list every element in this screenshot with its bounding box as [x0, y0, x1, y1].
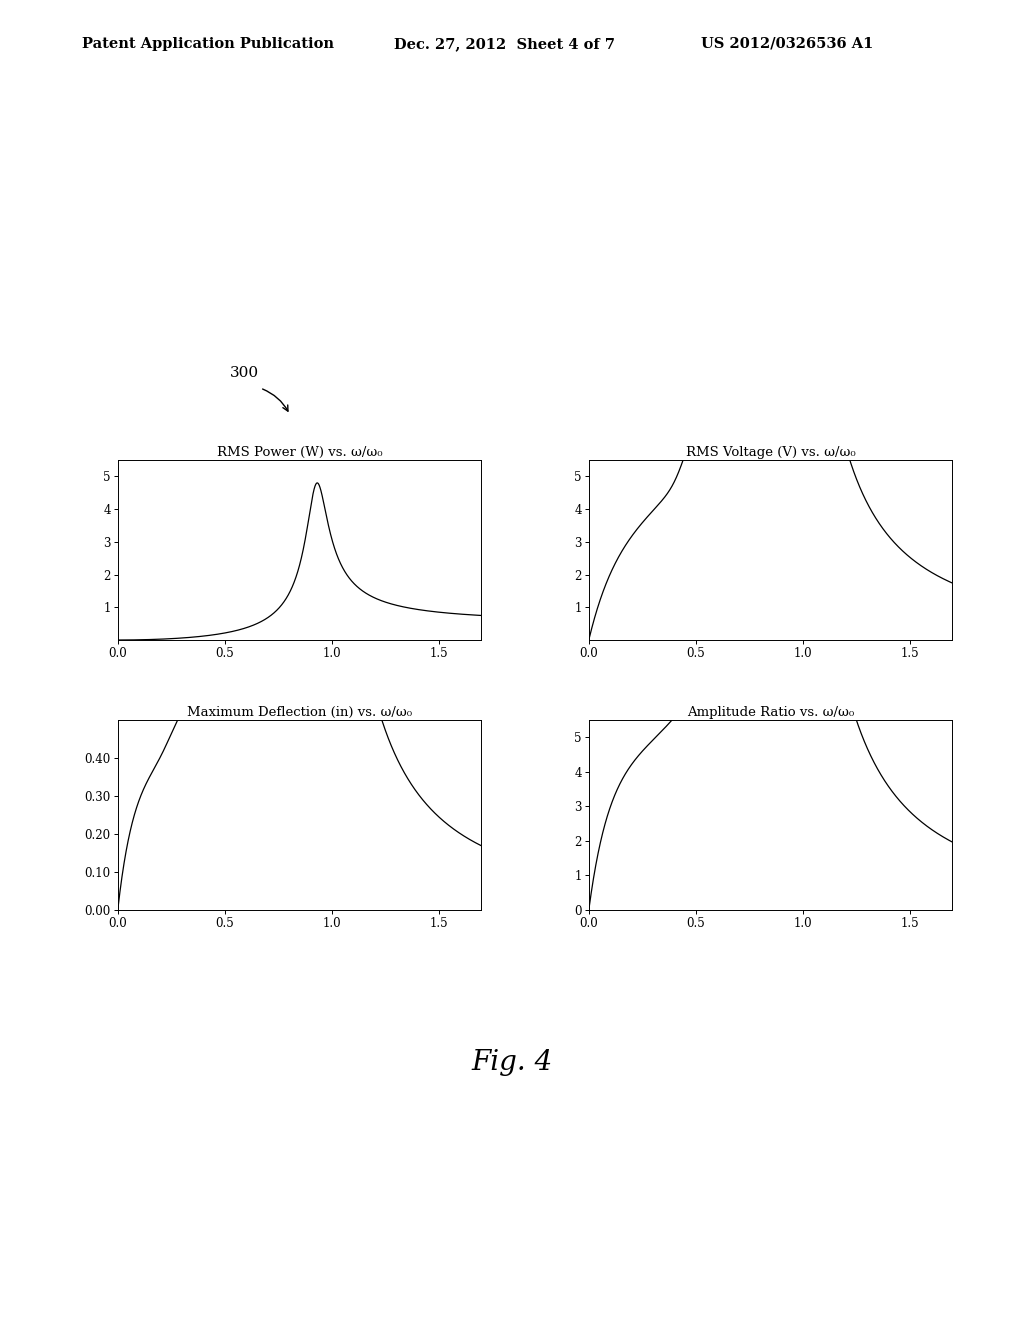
- Text: US 2012/0326536 A1: US 2012/0326536 A1: [701, 37, 873, 51]
- Title: Amplitude Ratio vs. ω/ω₀: Amplitude Ratio vs. ω/ω₀: [687, 706, 854, 719]
- Text: Fig. 4: Fig. 4: [471, 1049, 553, 1076]
- Text: Patent Application Publication: Patent Application Publication: [82, 37, 334, 51]
- Title: RMS Power (W) vs. ω/ω₀: RMS Power (W) vs. ω/ω₀: [217, 446, 382, 459]
- Text: Dec. 27, 2012  Sheet 4 of 7: Dec. 27, 2012 Sheet 4 of 7: [394, 37, 615, 51]
- Title: RMS Voltage (V) vs. ω/ω₀: RMS Voltage (V) vs. ω/ω₀: [686, 446, 855, 459]
- Text: 300: 300: [230, 366, 259, 380]
- Title: Maximum Deflection (in) vs. ω/ω₀: Maximum Deflection (in) vs. ω/ω₀: [187, 706, 412, 719]
